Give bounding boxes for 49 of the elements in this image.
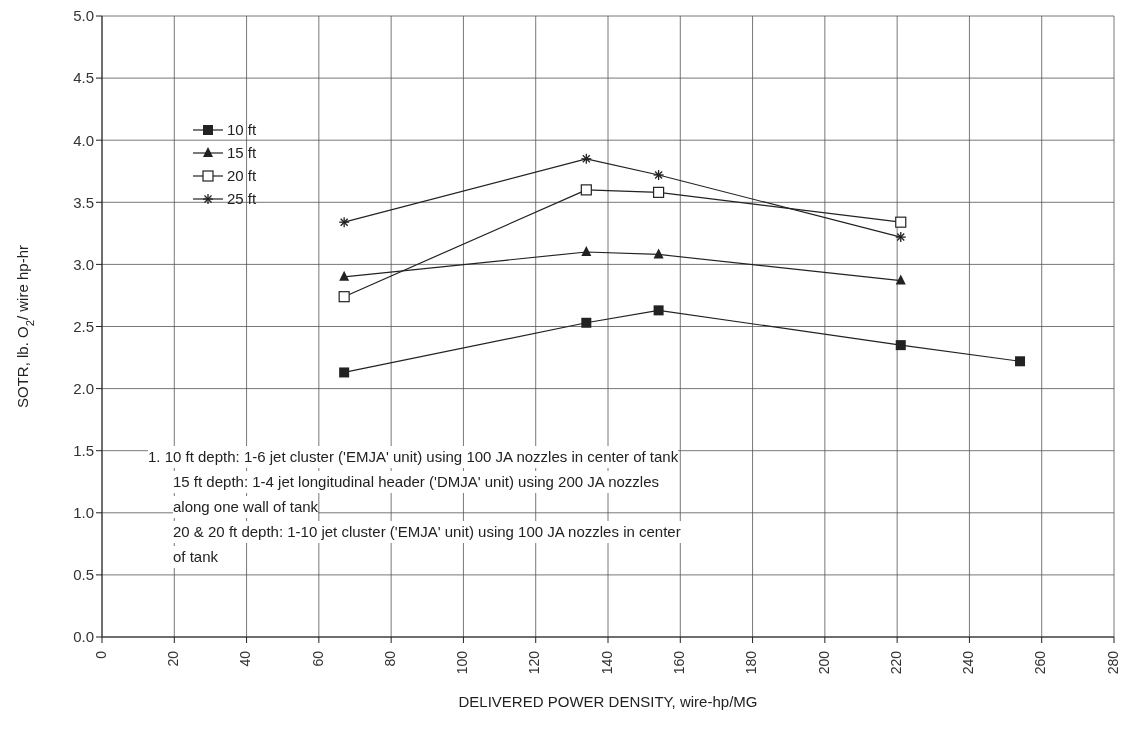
x-tick-label: 80 xyxy=(381,650,398,667)
y-tick-label: 0.5 xyxy=(73,566,94,584)
annotation: along one wall of tank xyxy=(173,496,319,518)
point xyxy=(580,184,592,196)
x-tick-label: 260 xyxy=(1032,650,1049,675)
y-tick-label: 4.5 xyxy=(73,69,94,87)
x-tick-label: 0 xyxy=(92,650,109,659)
y-tick-label: 1.0 xyxy=(73,504,94,522)
point xyxy=(895,340,906,351)
x-tick-label: 20 xyxy=(164,650,181,667)
x-tick-label: 280 xyxy=(1104,650,1121,675)
point xyxy=(339,367,350,378)
x-tick-label: 220 xyxy=(887,650,904,675)
x-axis-title: DELIVERED POWER DENSITY, wire-hp/MG xyxy=(458,693,758,710)
point xyxy=(653,186,665,198)
annotation: 1. 10 ft depth: 1-6 jet cluster ('EMJA' unit) using 100 JA nozzles in center of tank xyxy=(148,446,679,468)
x-tick-label: 160 xyxy=(670,650,687,675)
x-tick-label: 100 xyxy=(454,650,471,675)
y-tick-label: 3.0 xyxy=(73,255,94,273)
y-tick-label: 1.5 xyxy=(73,442,94,460)
point xyxy=(653,248,664,259)
x-tick-label: 40 xyxy=(237,650,254,667)
y-tick-label: 4.0 xyxy=(73,131,94,149)
point xyxy=(581,245,592,256)
legend-label: 10 ft xyxy=(227,121,257,138)
point xyxy=(895,216,907,228)
x-tick-label: 120 xyxy=(526,650,543,675)
legend-label: 25 ft xyxy=(227,190,257,207)
y-tick-label: 5.0 xyxy=(73,7,94,25)
point xyxy=(653,305,664,316)
x-tick-label: 240 xyxy=(960,650,977,675)
y-tick-label: 0.0 xyxy=(73,628,94,646)
x-tick-label: 140 xyxy=(598,650,615,675)
y-tick-label: 2.0 xyxy=(73,379,94,397)
y-tick-label: 2.5 xyxy=(73,317,94,335)
point xyxy=(338,291,350,303)
x-tick-label: 200 xyxy=(815,650,832,675)
point xyxy=(1015,356,1026,367)
point xyxy=(581,317,592,328)
point xyxy=(895,274,906,285)
point xyxy=(339,270,350,281)
legend-label: 15 ft xyxy=(227,144,257,161)
x-tick-label: 60 xyxy=(309,650,326,667)
annotation: 20 & 20 ft depth: 1-10 jet cluster ('EMJA' unit) using 100 JA nozzles in center xyxy=(173,521,681,543)
annotation: 15 ft depth: 1-4 jet longitudinal header ('DMJA' unit) using 200 JA nozzles xyxy=(173,471,660,493)
legend-label: 20 ft xyxy=(227,167,257,184)
y-tick-label: 3.5 xyxy=(73,193,94,211)
x-tick-label: 180 xyxy=(743,650,760,675)
annotation: of tank xyxy=(173,546,219,568)
